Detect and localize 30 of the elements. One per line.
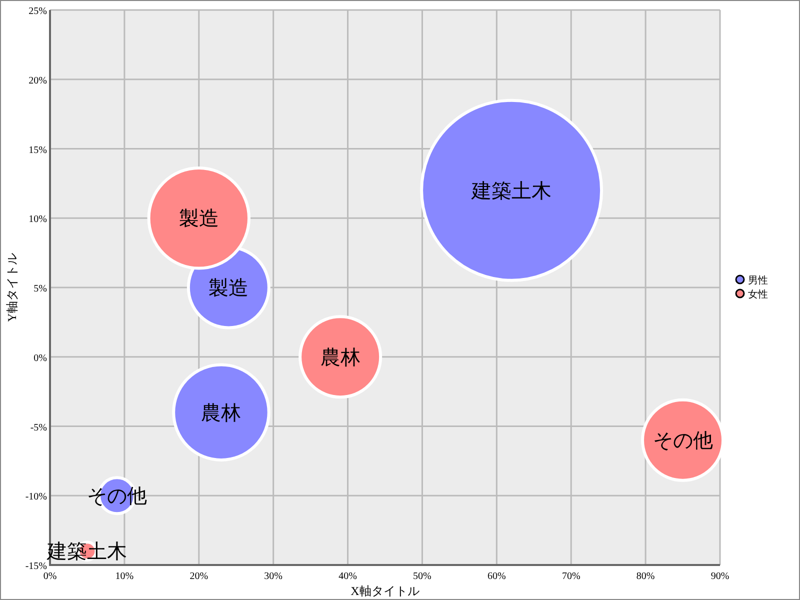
x-tick-label: 0% <box>43 571 57 582</box>
annotation: その他 <box>87 486 147 508</box>
y-axis-title: Y軸タイトル <box>5 253 19 322</box>
annotation: 製造 <box>208 278 249 300</box>
x-tick-label: 20% <box>190 571 208 582</box>
y-tick-label: 20% <box>28 75 47 86</box>
annotation: 製造 <box>178 208 219 230</box>
x-tick-label: 50% <box>413 571 432 582</box>
x-tick-label: 10% <box>115 571 134 582</box>
y-tick-label: 10% <box>28 214 47 226</box>
x-tick-label: 90% <box>710 571 730 582</box>
y-tick-label: 25% <box>28 6 47 17</box>
x-tick-label: 60% <box>487 571 506 582</box>
annotation: 農林 <box>320 346 360 369</box>
x-tick-label: 40% <box>338 571 357 582</box>
x-tick-label: 70% <box>562 571 580 582</box>
y-tick-label: 0% <box>34 352 47 364</box>
legend-label: 女性 <box>748 288 768 300</box>
x-tick-label: 80% <box>636 571 655 582</box>
y-tick-label: -10% <box>25 492 47 503</box>
y-tick-label: 5% <box>34 284 47 294</box>
annotation: その他 <box>652 430 713 452</box>
annotation: 建築土木 <box>470 180 552 202</box>
y-tick-label: -15% <box>25 561 47 572</box>
annotation: 農林 <box>201 402 242 424</box>
y-tick-label: 15% <box>28 144 47 156</box>
x-axis-title: X軸タイトル <box>350 584 420 598</box>
y-tick-label: -5% <box>30 422 47 434</box>
legend-label: 男性 <box>748 274 768 286</box>
x-tick-label: 30% <box>264 571 283 582</box>
